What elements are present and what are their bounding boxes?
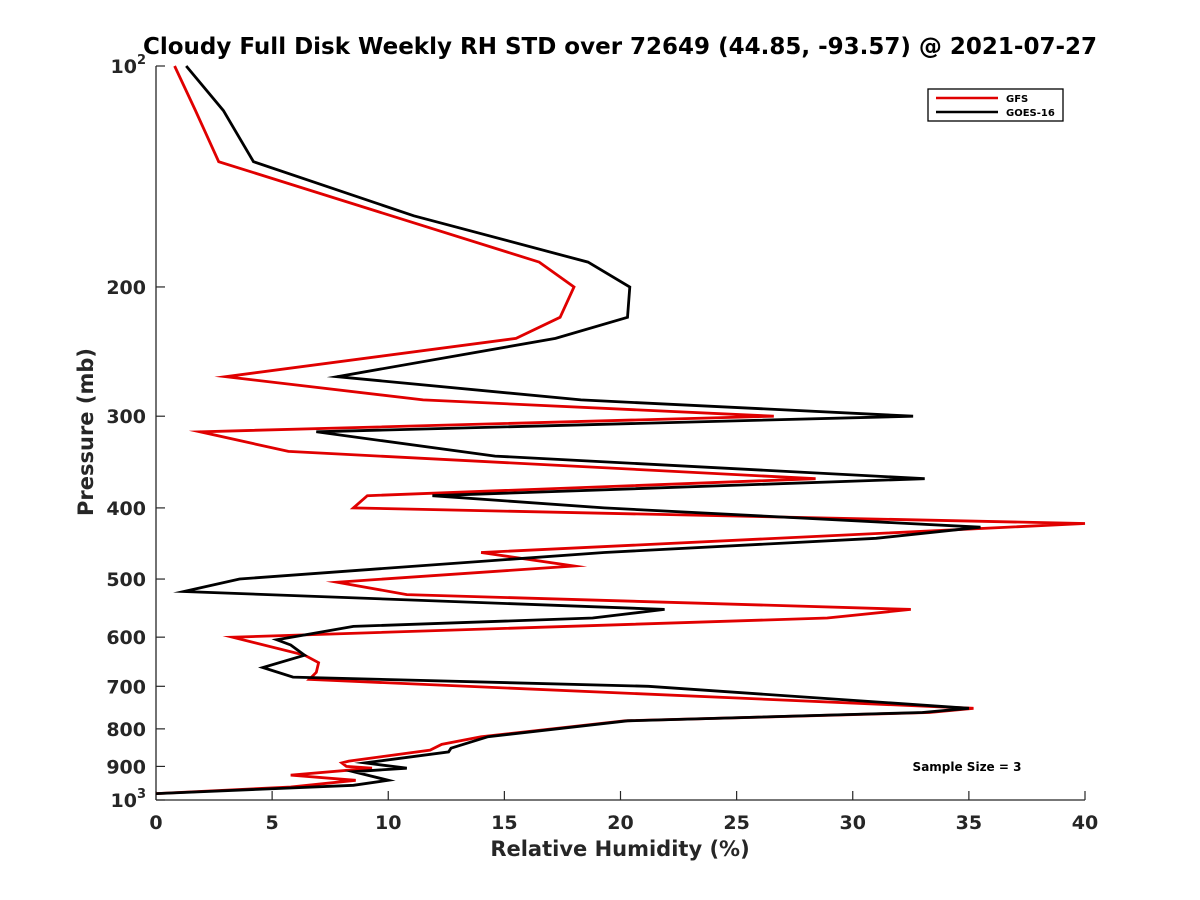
y-tick-label: 800 bbox=[106, 719, 146, 741]
y-tick-label: 400 bbox=[106, 498, 146, 520]
y-tick-label: 102 bbox=[111, 53, 147, 78]
sample-size-annotation: Sample Size = 3 bbox=[913, 760, 1022, 774]
series-line-goes-16 bbox=[155, 65, 981, 795]
x-tick-label: 15 bbox=[491, 812, 517, 834]
legend-label: GOES-16 bbox=[1006, 108, 1055, 119]
y-tick-label: 700 bbox=[106, 676, 146, 698]
x-axis-label: Relative Humidity (%) bbox=[490, 837, 749, 861]
x-tick-label: 35 bbox=[956, 812, 982, 834]
x-tick-label: 5 bbox=[266, 812, 279, 834]
x-tick-label: 40 bbox=[1072, 812, 1098, 834]
chart-title: Cloudy Full Disk Weekly RH STD over 7264… bbox=[143, 34, 1097, 60]
x-tick-label: 0 bbox=[149, 812, 162, 834]
legend-box bbox=[927, 88, 1064, 122]
legend: GFS GOES-16 bbox=[927, 88, 1064, 122]
y-tick-label: 300 bbox=[106, 406, 146, 428]
x-tick-label: 25 bbox=[723, 812, 749, 834]
x-tick-label: 10 bbox=[375, 812, 401, 834]
y-tick-label: 200 bbox=[106, 277, 146, 299]
legend-label: GFS bbox=[1006, 94, 1028, 105]
y-tick-label: 500 bbox=[106, 569, 146, 591]
x-tick-label: 30 bbox=[840, 812, 866, 834]
tick-labels: 0 5 10 15 20 25 30 35 40 102 200 300 400 500 600 700 800… bbox=[106, 53, 1098, 834]
x-tick-label: 20 bbox=[607, 812, 633, 834]
series-line-gfs bbox=[155, 65, 1086, 795]
axes bbox=[155, 65, 1086, 801]
y-tick-label: 900 bbox=[106, 756, 146, 778]
series-layer bbox=[155, 65, 1086, 795]
y-tick-label: 103 bbox=[111, 787, 147, 812]
y-tick-label: 600 bbox=[106, 627, 146, 649]
y-axis-label: Pressure (mb) bbox=[74, 348, 98, 516]
